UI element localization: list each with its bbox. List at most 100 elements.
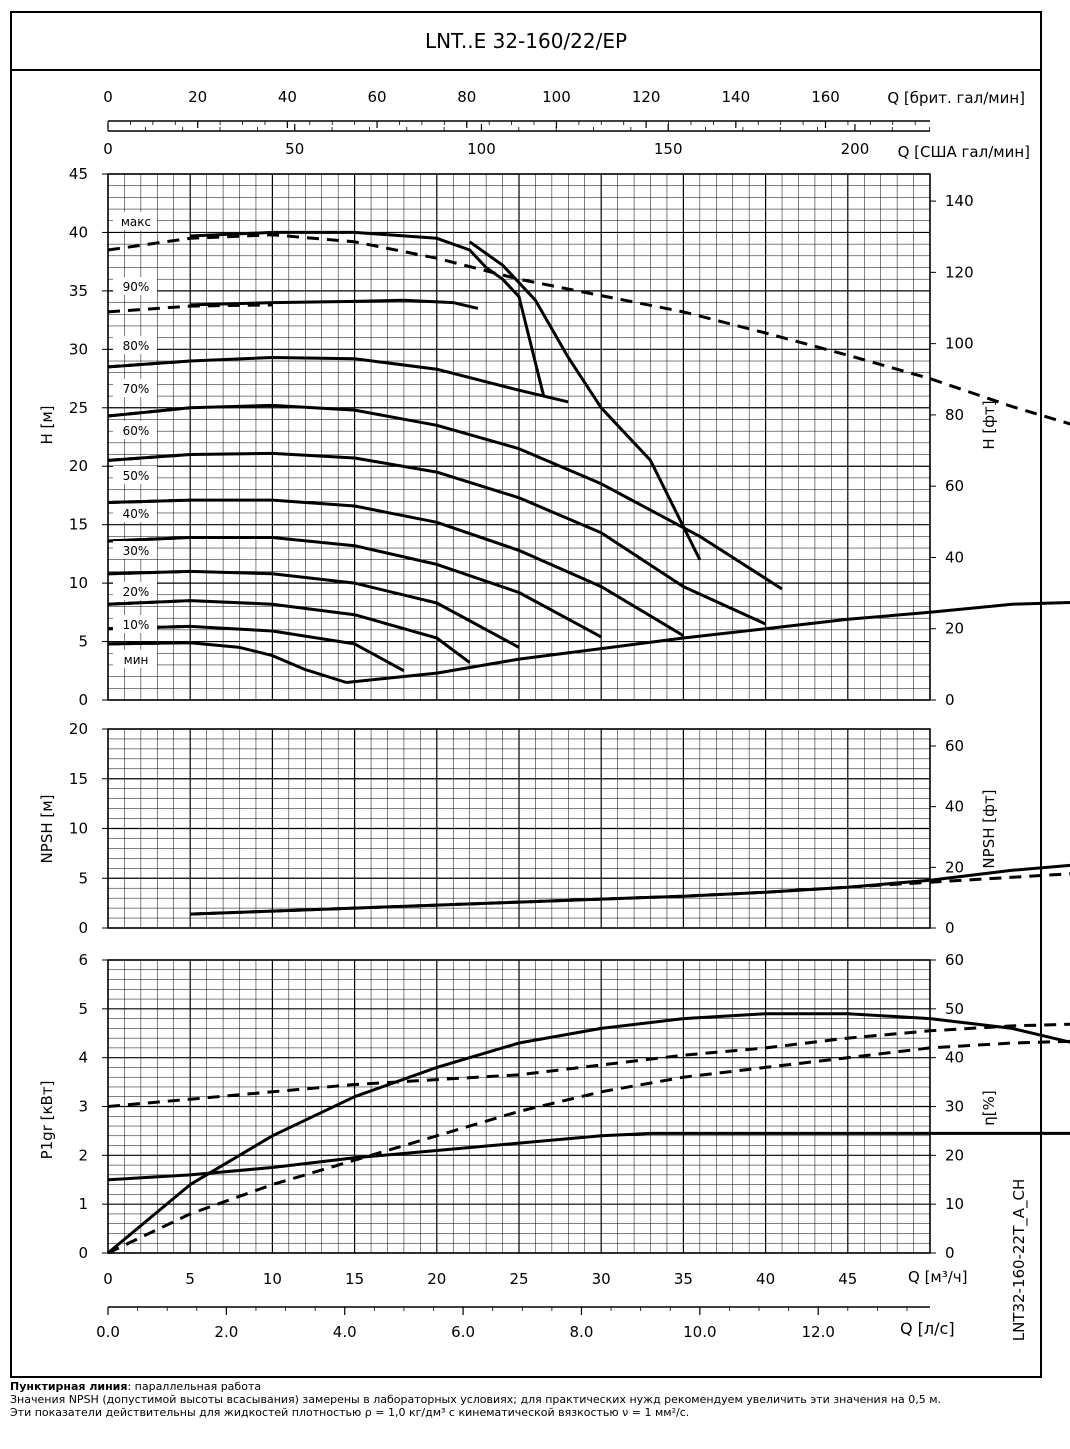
us-gpm-tick-label: 150 [654,140,683,158]
curve-label-40%: 40% [123,507,150,521]
head-left-tick-label: 20 [69,457,88,475]
pump-curve-chart: 0 20 40 60 80 100 120 140 160 Q [брит. гал/мин]0 5… [38,88,1070,1341]
head-series-50% [107,498,685,637]
ls-tick-label: 4.0 [333,1323,357,1341]
head-series-parallel-70 [107,406,191,418]
curve-label-50%: 50% [123,469,150,483]
head-series-макс [190,230,546,397]
ls-tick-label: 10.0 [683,1323,716,1341]
uk-gpm-tick-label: 20 [188,88,207,106]
curve-label-30%: 30% [123,544,150,558]
curve-label-bg [113,421,157,439]
npsh-left-tick-label: 20 [69,720,88,738]
power-series-P1-parallel [107,1022,1070,1108]
head-left-tick-label: 0 [78,691,88,709]
head-left-tick-label: 15 [69,516,88,534]
head-right-tick-label: 60 [945,477,964,495]
head-ylabel-right: H [фт] [980,400,998,449]
head-series-min-envelope [346,601,1070,684]
uk-gpm-tick-label: 140 [722,88,751,106]
power-left-tick-label: 0 [78,1244,88,1262]
npsh-ylabel-right: NPSH [фт] [980,789,998,868]
eta-series-eta-parallel [107,1039,1070,1255]
eta-right-tick-label: 20 [945,1146,964,1164]
footnotes: Пунктирная линия: параллельная работа Зн… [10,1380,941,1419]
eta-right-tick-label: 30 [945,1098,964,1116]
curve-label-мин: мин [124,653,149,667]
head-series-parallel-20 [107,599,191,606]
uk-gpm-tick-label: 0 [103,88,113,106]
curve-label-70%: 70% [123,382,150,396]
head-left-tick-label: 30 [69,340,88,358]
m3h-tick-label: 25 [509,1270,528,1288]
head-series-parallel-min [107,641,191,646]
head-series-parallel-90 [107,303,273,314]
curve-label-80%: 80% [123,339,150,353]
uk-gpm-tick-label: 60 [368,88,387,106]
ls-tick-label: 2.0 [214,1323,238,1341]
head-series-70% [107,403,783,591]
power-ylabel-left: P1gr [кВт] [38,1081,56,1160]
head-series-10% [107,624,405,673]
note-line-2: Значения NPSH (допустимой высоты всасыва… [10,1393,942,1406]
power-left-tick-label: 1 [78,1195,88,1213]
m3h-tick-label: 20 [427,1270,446,1288]
us-gpm-tick-label: 200 [841,140,870,158]
head-right-tick-label: 40 [945,548,964,566]
npsh-right-tick-label: 40 [945,798,964,816]
uk-gpm-tick-label: 100 [542,88,571,106]
curve-label-20%: 20% [123,585,150,599]
ls-tick-label: 8.0 [570,1323,594,1341]
head-series-parallel-60 [107,453,191,462]
curve-label-bg [113,615,157,633]
ls-tick-label: 0.0 [96,1323,120,1341]
curve-label-bg [113,582,157,600]
uk-gpm-tick-label: 120 [632,88,661,106]
head-series-90% [190,298,479,310]
uk-gpm-tick-label: 80 [457,88,476,106]
note-line-3: Эти показатели действительны для жидкост… [10,1406,690,1419]
power-left-tick-label: 3 [78,1098,88,1116]
head-right-tick-label: 80 [945,406,964,424]
power-left-tick-label: 5 [78,1000,88,1018]
curve-label-bg [113,336,157,354]
curve-label-bg [113,504,157,522]
head-left-tick-label: 40 [69,223,88,241]
power-left-tick-label: 4 [78,1049,88,1067]
head-left-tick-label: 10 [69,574,88,592]
m3h-tick-label: 15 [345,1270,364,1288]
head-border [107,173,931,701]
head-series-parallel-40 [107,536,191,543]
power-series-P1 [107,1131,1070,1182]
npsh-series-NPSH-parallel [190,872,1070,916]
head-series-parallel-50 [107,498,191,504]
curve-label-60%: 60% [123,424,150,438]
head-left-tick-label: 35 [69,282,88,300]
eta-right-tick-label: 60 [945,951,964,969]
m3h-tick-label: 5 [185,1270,195,1288]
curve-label-bg [113,379,157,397]
eta-ylabel-right: η[%] [980,1090,998,1125]
curve-label-bg [113,277,157,295]
head-right-tick-label: 120 [945,263,974,281]
uk-gpm-tick-label: 40 [278,88,297,106]
curve-label-макс: макс [121,215,151,229]
npsh-right-tick-label: 20 [945,858,964,876]
us-gpm-tick-label: 0 [103,140,113,158]
head-left-tick-label: 25 [69,399,88,417]
uk-gpm-axis-label: Q [брит. гал/мин] [887,89,1025,107]
m3h-tick-label: 30 [592,1270,611,1288]
chart-frame: LNT..E 32-160/22/EP [10,11,1042,1378]
us-gpm-tick-label: 50 [285,140,304,158]
uk-gpm-tick-label: 160 [811,88,840,106]
head-series-60% [107,451,767,626]
head-left-tick-label: 45 [69,165,88,183]
head-series-max-envelope [468,240,702,561]
eta-right-tick-label: 50 [945,1000,964,1018]
eta-right-tick-label: 0 [945,1244,955,1262]
npsh-right-tick-label: 60 [945,737,964,755]
npsh-left-tick-label: 5 [78,869,88,887]
head-series-parallel-80 [107,359,191,369]
m3h-tick-label: 40 [756,1270,775,1288]
head-right-tick-label: 20 [945,620,964,638]
